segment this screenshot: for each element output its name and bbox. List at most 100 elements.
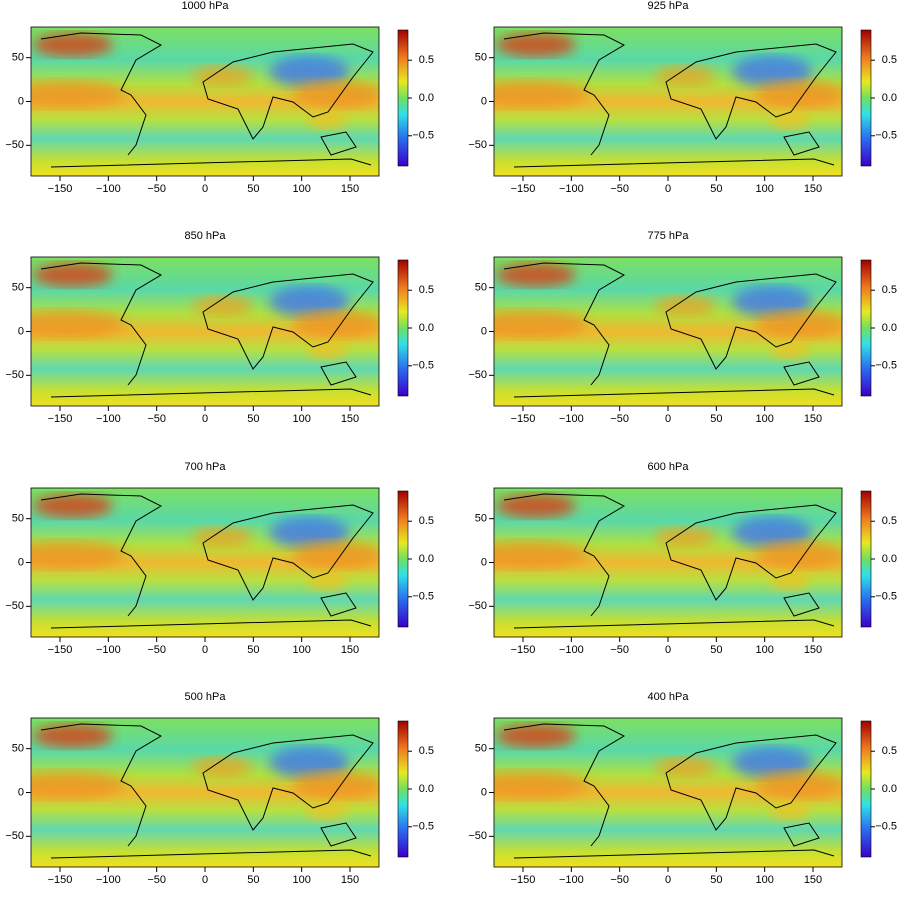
coastline	[503, 723, 837, 859]
x-tick-label: −150	[48, 413, 73, 425]
colorbar-tick-label: 0.5	[419, 284, 434, 296]
map-blob	[495, 32, 576, 57]
colorbar	[397, 490, 409, 628]
colorbar	[860, 259, 872, 397]
coastline	[503, 493, 837, 629]
map-blob	[32, 32, 113, 57]
map-blob	[494, 310, 589, 339]
coastline	[40, 723, 374, 859]
y-tick-label: −50	[468, 369, 487, 381]
map-field	[494, 488, 842, 637]
map-blob	[755, 80, 842, 109]
x-tick-label: 50	[247, 183, 259, 195]
map-blob	[732, 746, 813, 779]
map-blob	[769, 800, 810, 821]
colorbar-tick-label: 0.5	[882, 515, 897, 527]
map-blob	[755, 310, 842, 339]
x-tick-label: 100	[755, 413, 773, 425]
y-tick-label: 50	[12, 52, 24, 64]
map-field	[31, 718, 379, 867]
map-blob	[306, 800, 347, 821]
map-blob	[769, 339, 810, 360]
x-tick-label: −100	[559, 644, 584, 656]
x-tick-label: 150	[341, 413, 359, 425]
x-tick-label: −100	[96, 413, 121, 425]
y-tick-label: 50	[12, 513, 24, 525]
y-tick-label: 50	[475, 743, 487, 755]
x-tick-label: 150	[341, 644, 359, 656]
panel: 700 hPa −150 −100 −50 0 50 100 150 −50 0 50 −0.5 0.0…	[5, 461, 434, 656]
colorbar-tick-label: 0.5	[419, 54, 434, 66]
map-field	[31, 27, 379, 176]
y-tick-label: 0	[481, 325, 487, 337]
map-blob	[31, 771, 126, 800]
coastline	[40, 493, 374, 629]
map-blob	[306, 339, 347, 360]
x-tick-label: −100	[96, 644, 121, 656]
x-tick-label: −50	[610, 183, 629, 195]
colorbar-tick-label: 0.5	[882, 54, 897, 66]
x-tick-label: −150	[511, 644, 536, 656]
colorbar-tick-label: −0.5	[412, 591, 434, 603]
x-tick-label: 50	[247, 874, 259, 886]
x-tick-label: −150	[511, 874, 536, 886]
map-blob	[655, 757, 716, 778]
map-blob	[769, 109, 810, 130]
map-blob	[769, 570, 810, 591]
y-tick-label: 0	[481, 556, 487, 568]
map-blob	[192, 296, 253, 317]
colorbar-tick-label: −0.5	[412, 821, 434, 833]
x-tick-label: 100	[755, 644, 773, 656]
y-tick-label: −50	[5, 830, 24, 842]
panel-title: 600 hPa	[648, 461, 690, 473]
map-blob	[655, 296, 716, 317]
panel: 500 hPa −150 −100 −50 0 50 100 150 −50 0 50 −0.5 0.0…	[5, 691, 434, 886]
x-tick-label: −50	[147, 874, 166, 886]
map-blob	[494, 541, 589, 570]
colorbar	[860, 29, 872, 167]
colorbar	[860, 720, 872, 858]
x-tick-label: 150	[804, 413, 822, 425]
panel-title: 775 hPa	[648, 230, 690, 242]
colorbar-tick-label: 0.0	[882, 322, 897, 334]
panel-title: 700 hPa	[185, 461, 227, 473]
panel: 925 hPa −150 −100 −50 0 50 100 150 −50 0 50 −0.5 0.0…	[468, 0, 897, 195]
colorbar-tick-label: 0.0	[882, 92, 897, 104]
coastline	[503, 262, 837, 398]
panel: 400 hPa −150 −100 −50 0 50 100 150 −50 0 50 −0.5 0.0…	[468, 691, 897, 886]
y-tick-label: 50	[12, 743, 24, 755]
map-blob	[755, 771, 842, 800]
x-tick-label: 0	[665, 644, 671, 656]
y-tick-label: −50	[5, 600, 24, 612]
map-field	[494, 27, 842, 176]
map-blob	[306, 570, 347, 591]
map-blob	[269, 285, 350, 318]
panel-title: 400 hPa	[648, 691, 690, 703]
map-blob	[31, 310, 126, 339]
x-tick-label: −150	[48, 874, 73, 886]
y-tick-label: −50	[468, 139, 487, 151]
y-tick-label: −50	[468, 600, 487, 612]
x-tick-label: −50	[147, 644, 166, 656]
colorbar	[397, 259, 409, 397]
x-tick-label: −150	[511, 183, 536, 195]
x-tick-label: 0	[202, 644, 208, 656]
colorbar-tick-label: 0.5	[419, 745, 434, 757]
x-tick-label: 100	[292, 874, 310, 886]
map-field	[494, 257, 842, 406]
map-blob	[655, 66, 716, 87]
x-tick-label: −50	[147, 413, 166, 425]
map-blob	[495, 262, 576, 287]
map-blob	[269, 746, 350, 779]
x-tick-label: 50	[710, 644, 722, 656]
colorbar	[397, 720, 409, 858]
map-field	[31, 488, 379, 637]
y-tick-label: 50	[475, 513, 487, 525]
y-tick-label: 50	[12, 282, 24, 294]
x-tick-label: 0	[202, 183, 208, 195]
panel: 600 hPa −150 −100 −50 0 50 100 150 −50 0 50 −0.5 0.0…	[468, 461, 897, 656]
x-tick-label: −50	[147, 183, 166, 195]
y-tick-label: 0	[18, 786, 24, 798]
panel: 1000 hPa −150 −100 −50 0 50 100 150 −50 0 50 −0.5 0.…	[5, 0, 434, 195]
colorbar-tick-label: −0.5	[875, 360, 897, 372]
